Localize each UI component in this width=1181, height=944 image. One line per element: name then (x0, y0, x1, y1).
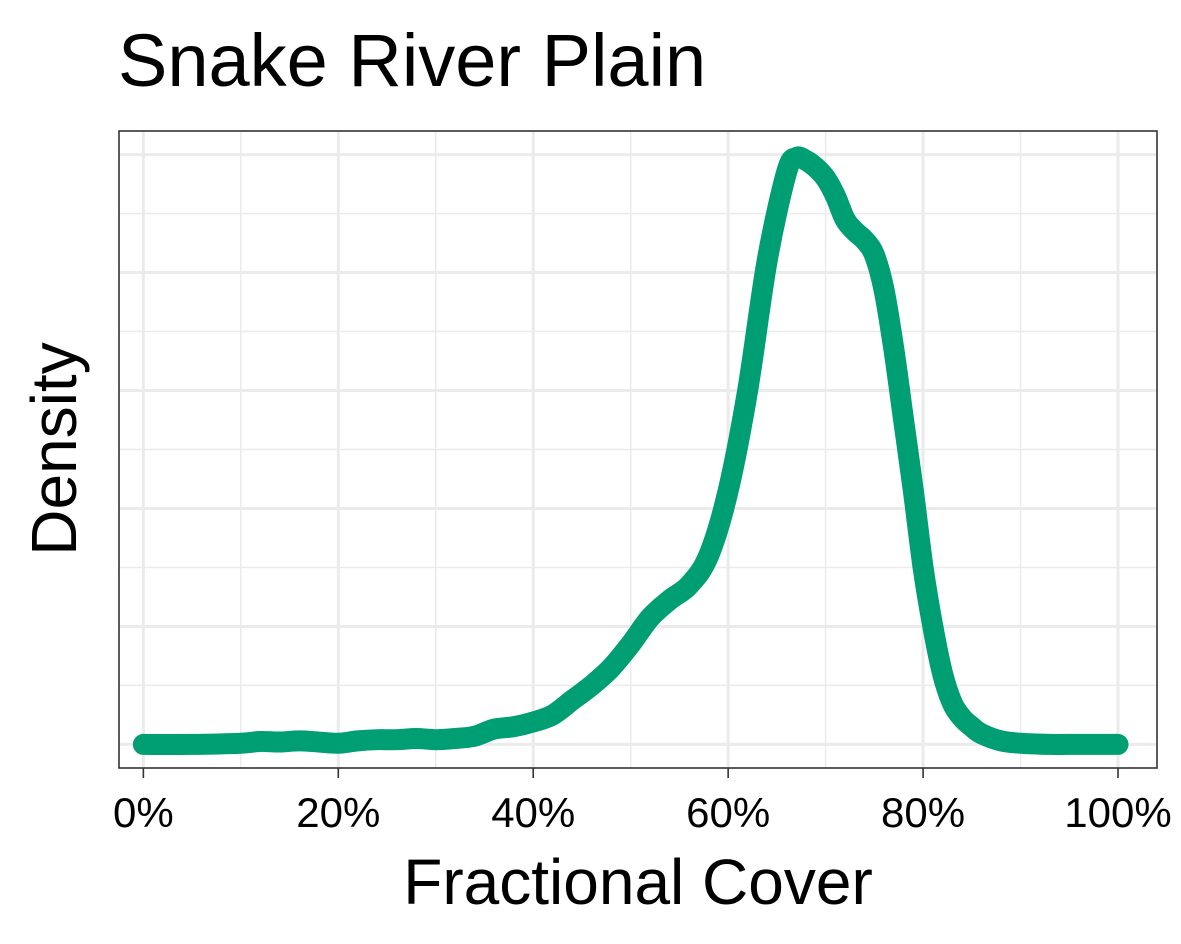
x-tick-label: 80% (881, 789, 965, 836)
x-tick-label: 60% (686, 789, 770, 836)
y-axis-title: Density (18, 342, 90, 555)
x-tick-label: 100% (1064, 789, 1171, 836)
plot-area (132, 146, 1129, 755)
density-line-0 (132, 146, 1129, 755)
x-tick-label: 0% (113, 789, 174, 836)
x-tick-label: 40% (491, 789, 575, 836)
x-axis: 0% 20% 40% 60% 80% 100% (113, 768, 1172, 836)
x-axis-title: Fractional Cover (403, 846, 873, 918)
x-tick-label: 20% (296, 789, 380, 836)
panel-border (118, 130, 1158, 769)
chart-title: Snake River Plain (118, 19, 706, 102)
grid (119, 131, 1157, 768)
